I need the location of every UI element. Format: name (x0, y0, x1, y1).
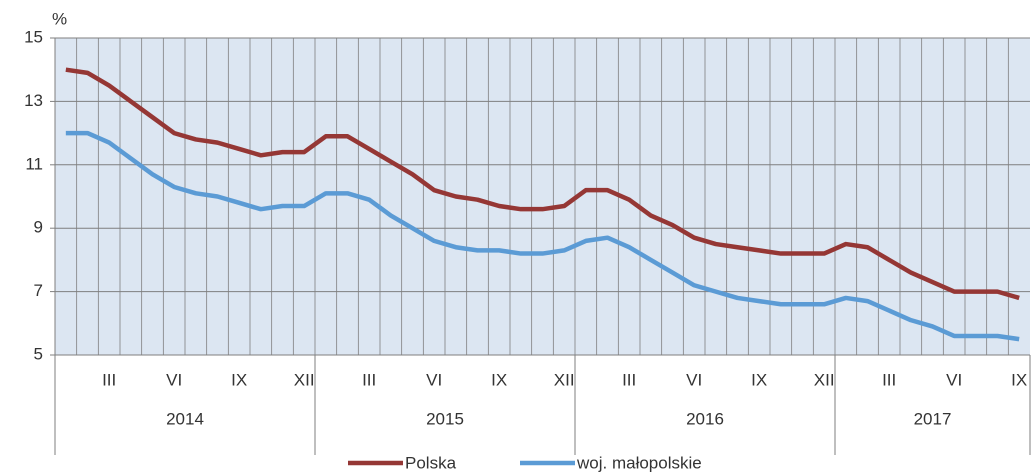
x-tick-label: III (102, 370, 116, 389)
x-tick-label: IX (231, 370, 247, 389)
x-tick-label: VI (166, 370, 182, 389)
x-tick-label: III (622, 370, 636, 389)
year-label: 2014 (166, 409, 204, 428)
y-tick-label: 15 (24, 27, 43, 46)
x-tick-label: XII (554, 370, 575, 389)
series-line (65, 67, 1020, 301)
x-tick-label: III (882, 370, 896, 389)
legend-label: Polska (405, 453, 457, 472)
y-tick-label: 7 (34, 281, 43, 300)
year-label: 2015 (426, 409, 464, 428)
x-tick-label: VI (946, 370, 962, 389)
y-axis-label: % (52, 9, 67, 28)
x-tick-label: VI (426, 370, 442, 389)
x-tick-label: III (362, 370, 376, 389)
x-tick-label: VI (686, 370, 702, 389)
x-tick-label: XII (814, 370, 835, 389)
y-tick-label: 11 (25, 154, 43, 173)
x-tick-label: XII (294, 370, 315, 389)
year-label: 2017 (914, 409, 952, 428)
year-label: 2016 (686, 409, 724, 428)
x-tick-label: IX (491, 370, 507, 389)
x-tick-label: IX (1011, 370, 1027, 389)
y-tick-label: 9 (34, 218, 43, 237)
legend-label: woj. małopolskie (576, 453, 702, 472)
y-tick-label: 13 (24, 91, 43, 110)
y-tick-label: 5 (34, 344, 43, 363)
series-line (65, 130, 1020, 342)
x-tick-label: IX (751, 370, 767, 389)
